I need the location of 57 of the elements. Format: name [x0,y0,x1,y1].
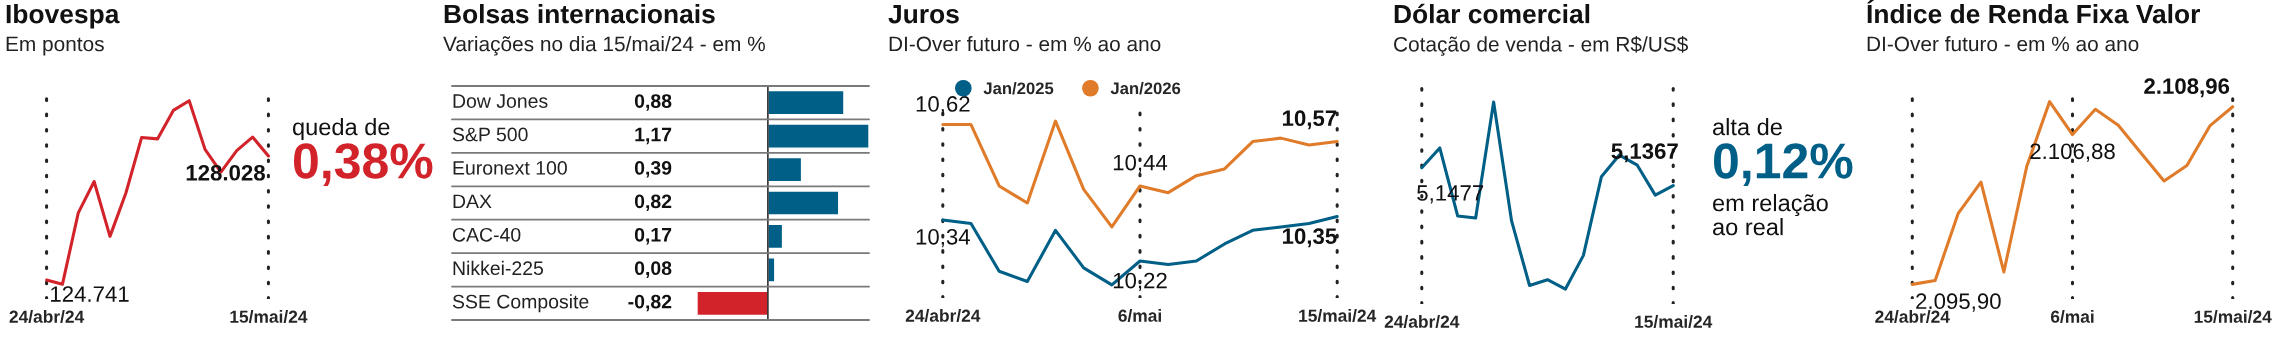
annotation: 124.741 [51,286,129,302]
bar [767,190,840,216]
category-label: Dow Jones [453,94,548,108]
category-label: Nikkei-225 [453,260,544,276]
chart-subtitle: Cotação de venda - em R$/US$ [1394,36,1688,56]
chart-title: Dólar comercial [1394,3,1590,24]
annotation: 128.028 [186,164,265,181]
x-tick-label: 15/mai/24 [2194,310,2272,324]
text: ao real [1713,218,1783,236]
category-label: Euronext 100 [453,161,567,175]
category-label: S&P 500 [452,127,528,142]
x-tick-label: 24/abr/24 [1384,315,1460,329]
bar [767,156,803,183]
annotation: 2.095,90 [1916,293,2001,312]
annotation: 2.108,96 [2144,78,2230,98]
legend-label: Jan/2025 [983,82,1054,95]
chart-subtitle: DI-Over futuro - em % ao ano [889,36,1161,52]
bar [767,89,845,116]
text: 0,12% [1713,143,1853,186]
category-label: SSE Composite [452,294,589,313]
x-tick-label: 15/mai/24 [230,310,308,324]
legend-label: Jan/2026 [1110,82,1181,95]
x-tick-label: 6/mai [1118,309,1161,323]
data-label: 1,17 [635,127,672,145]
text: 0,38% [293,143,433,186]
chart-title: Bolsas internacionais [444,4,715,24]
data-label: -0,82 [628,294,672,312]
text: alta de [1713,118,1782,136]
annotation: 10,62 [916,96,970,115]
annotation: 10,57 [1282,110,1337,130]
chart-title: Índice de Renda Fixa Valor [1867,0,2200,24]
chart-title: Juros [888,4,959,24]
annotation: 10,22 [1113,272,1167,292]
data-label: 0,17 [634,227,672,245]
category-label: CAC-40 [452,227,521,242]
text: em relação [1713,194,1828,217]
x-tick-label: 24/abr/24 [905,309,981,323]
x-tick-label: 15/mai/24 [1635,315,1713,329]
bar [697,290,769,317]
data-label: 0,82 [634,194,672,212]
data-label: 0,39 [634,161,672,178]
category-label: DAX [453,194,492,209]
chart-subtitle: Variações no dia 15/mai/24 - em % [443,36,765,56]
annotation: 10,34 [916,228,970,248]
data-label: 0,88 [634,94,672,111]
annotation: 10,35 [1282,228,1337,248]
x-tick-label: 6/mai [2050,310,2094,324]
x-tick-label: 15/mai/24 [1299,309,1377,323]
chart-subtitle: Em pontos [6,36,104,56]
text: queda de [292,118,390,141]
annotation: 10,44 [1113,154,1168,174]
x-tick-label: 24/abr/24 [9,310,85,324]
x-tick-label: 24/abr/24 [1875,310,1950,324]
data-label: 0,08 [634,261,672,278]
bar [767,123,869,149]
chart-title: Ibovespa [6,4,120,29]
chart-subtitle: DI-Over futuro - em % ao ano [1867,36,2139,52]
